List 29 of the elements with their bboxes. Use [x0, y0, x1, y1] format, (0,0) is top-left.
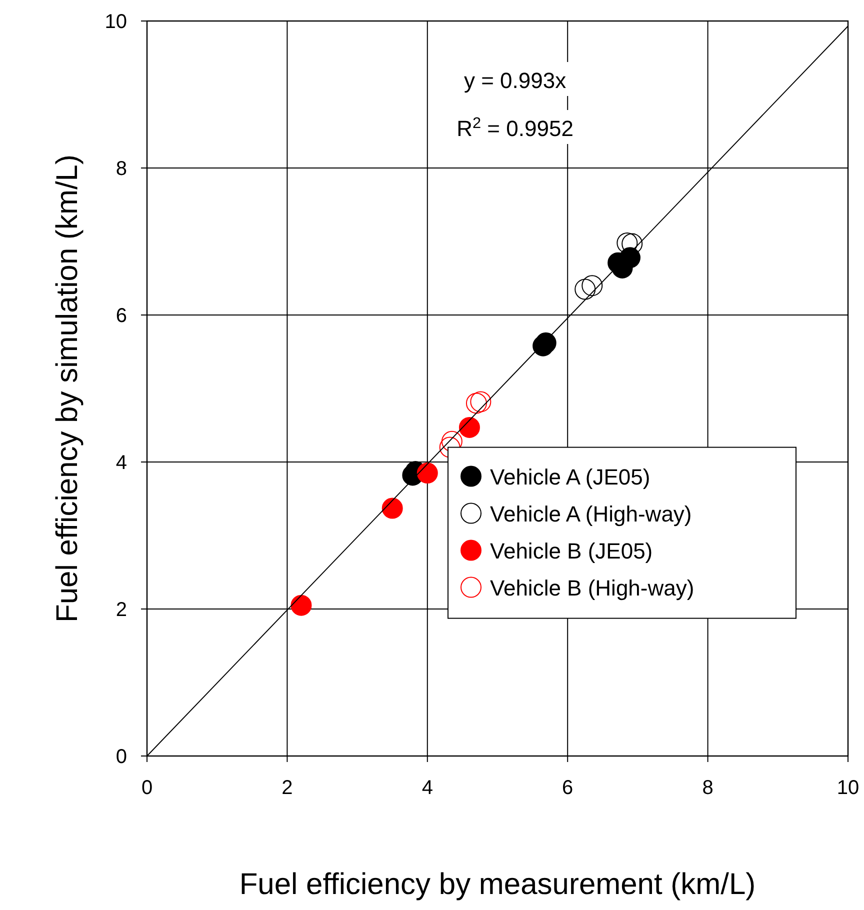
- y-axis-title: Fuel efficiency by simulation (km/L): [51, 154, 84, 622]
- y-tick-label: 10: [104, 11, 127, 33]
- x-tick-label: 4: [422, 777, 433, 799]
- point: [616, 232, 638, 254]
- y-tick-label: 8: [116, 158, 127, 180]
- annotation: y = 0.993x: [464, 68, 566, 93]
- y-tick-label: 2: [116, 599, 127, 621]
- point: [458, 416, 480, 438]
- point: [582, 275, 603, 296]
- legend-label: Vehicle A (JE05): [490, 464, 650, 490]
- legend-label: Vehicle A (High-way): [490, 501, 692, 526]
- y-tick-label: 0: [116, 746, 127, 768]
- y-tick-label: 6: [116, 305, 127, 327]
- point: [466, 392, 487, 414]
- point: [574, 278, 596, 300]
- point: [470, 391, 492, 412]
- legend-label: Vehicle B (JE05): [490, 538, 653, 564]
- y-tick-label: 4: [116, 452, 127, 474]
- point: [416, 462, 438, 484]
- x-tick-label: 2: [282, 777, 293, 799]
- point: [382, 498, 403, 519]
- legend-label: Vehicle B (High-way): [490, 575, 694, 600]
- x-tick-label: 8: [702, 777, 714, 799]
- point: [290, 594, 312, 616]
- x-axis-title: Fuel efficiency by measurement (km/L): [239, 868, 756, 901]
- x-tick-label: 6: [562, 777, 574, 799]
- x-tick-label: 0: [141, 777, 153, 799]
- x-tick-label: 10: [836, 777, 860, 799]
- annotation: R$^{2}$ = 0.9952: [456, 114, 574, 141]
